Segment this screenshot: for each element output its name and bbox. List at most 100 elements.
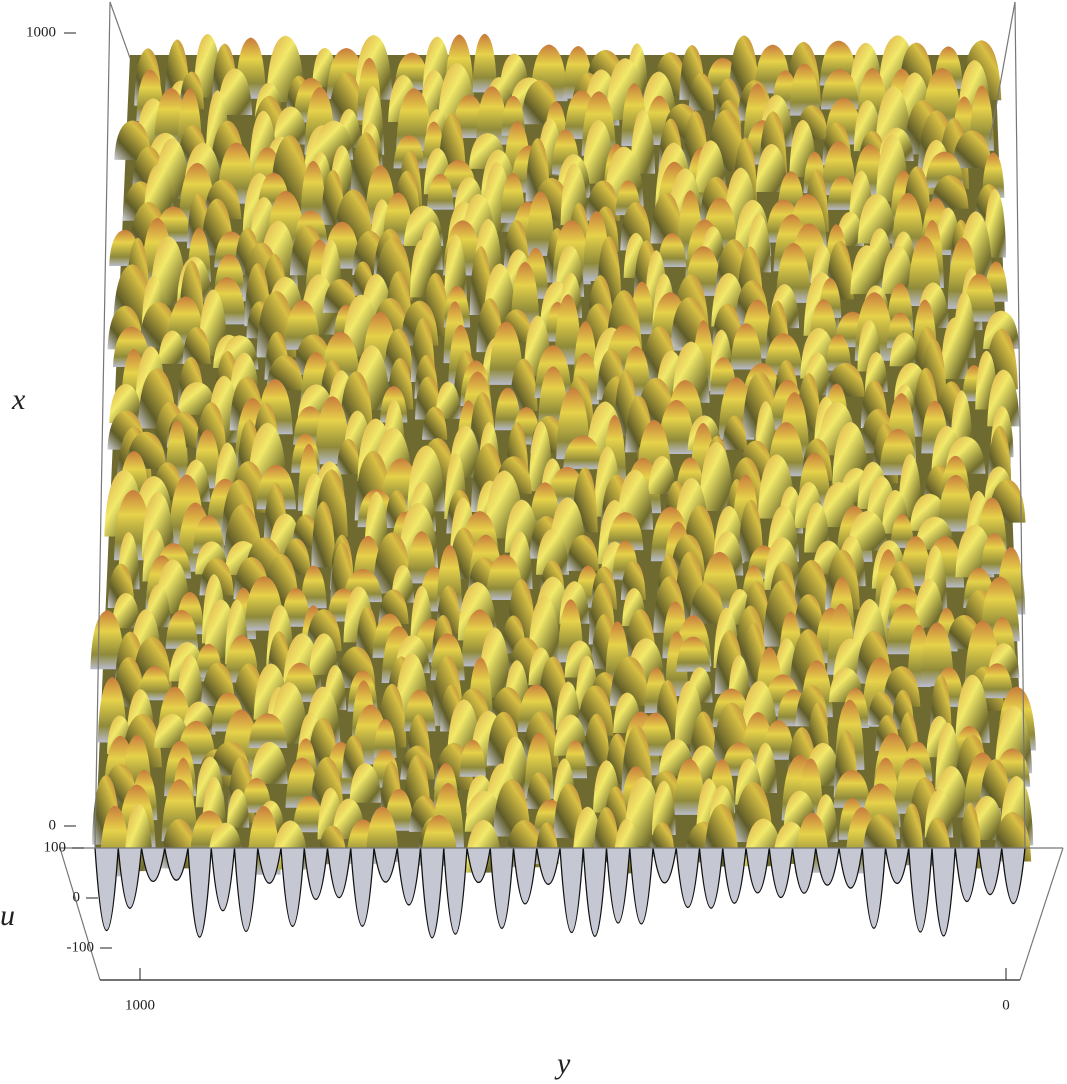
surface-peak [833,770,871,808]
surface-peak [300,160,327,222]
surface-peak [111,592,141,629]
surface-peak [475,86,509,145]
surface-peak [981,663,1014,699]
surface-peak [248,713,288,749]
surface-peak [676,636,711,672]
surface-peak [577,685,614,736]
surface-peak [755,143,788,192]
box-edge [109,1,131,59]
surface-peak [426,173,454,210]
surface-peak [336,438,361,475]
z-tick-label: -100 [67,939,95,955]
surface-peak [630,109,656,174]
surface-front [95,848,1025,938]
z-tick-label: 0 [73,889,81,905]
surface-peak [217,68,253,116]
surface-peak [657,232,687,268]
surface-peak [443,234,467,304]
surface-peak [955,674,990,743]
surface-peak [820,69,860,110]
surface-peak [311,501,336,568]
surface-peak [241,777,272,813]
surface-peak [648,455,676,494]
surface-peak [987,369,1020,427]
surface-peak [566,534,600,571]
surface-peak [410,239,433,298]
surface-peak [738,499,764,562]
surface-peak [889,332,920,367]
surface-front-edge [94,847,1026,939]
surface-peak [300,565,327,609]
z-tick-label: 100 [44,839,67,855]
surface-peak [952,130,992,169]
surface-peak [165,609,199,649]
surface-peak [226,788,250,828]
surface-peak [940,317,969,380]
surface-peak [349,762,382,803]
surface-peak [509,358,538,411]
surface-peak [285,757,320,808]
surface-peak [688,72,715,111]
surface-peak [529,482,561,532]
surface [90,33,1036,939]
surface-peak [306,609,342,652]
surface-peak [583,713,610,767]
surface-peak [563,435,603,469]
surface-peak [459,739,486,777]
surface-peak [404,689,436,732]
surface-peak [699,441,734,511]
box-edge [1019,847,1064,981]
surface-peak [722,415,748,450]
surface-peak [158,330,187,364]
y-tick-label: 0 [1002,997,1010,1013]
surface-peak [273,106,308,145]
y-axis-label: y [554,1047,571,1080]
surface-peak [309,633,339,675]
surface-peak [554,294,582,365]
surface-peak [526,772,552,809]
surface-peak [850,245,883,295]
box-edge [1014,1,1026,849]
surface-peak [292,795,325,833]
surface-peak [881,245,914,294]
surface-peak [607,512,644,551]
surface-peak [464,790,504,832]
y-tick-label: 1000 [125,997,155,1013]
surface-peak [396,88,433,152]
surface-peak [658,399,695,454]
surface-peak [857,193,897,244]
x-axis-label: x [11,383,26,416]
x-tick-label: 1000 [26,24,56,40]
x-tick-label: 0 [49,817,57,833]
surface-peak [794,594,823,629]
surface-peak [536,528,570,575]
surface-peak [182,326,211,364]
box-edge [94,1,111,849]
surface-peak [422,406,448,440]
surface-peak [112,326,151,367]
surface-peak [847,510,888,551]
surface-peak [250,741,288,784]
surface-peak [489,321,524,385]
surface-peak [650,192,683,244]
surface-peak [914,578,944,628]
z-axis-label: u [0,899,15,932]
surface-peak [435,381,461,419]
surface-peak [609,656,649,706]
surface-peak [832,421,869,484]
box-edge [59,847,101,981]
surface-peak [764,333,803,376]
surface-peak [109,383,143,424]
surface-peak [472,33,497,93]
surface-peak [620,201,652,251]
surface-peak [804,502,830,553]
surface-peak [673,758,706,815]
surface-peak [355,606,379,658]
surface-peak [882,666,921,707]
surface-peak [322,279,358,313]
surface-peak [937,474,974,532]
surface-peak [114,120,152,160]
surface-peak [730,323,762,370]
surface-peak [281,588,311,627]
